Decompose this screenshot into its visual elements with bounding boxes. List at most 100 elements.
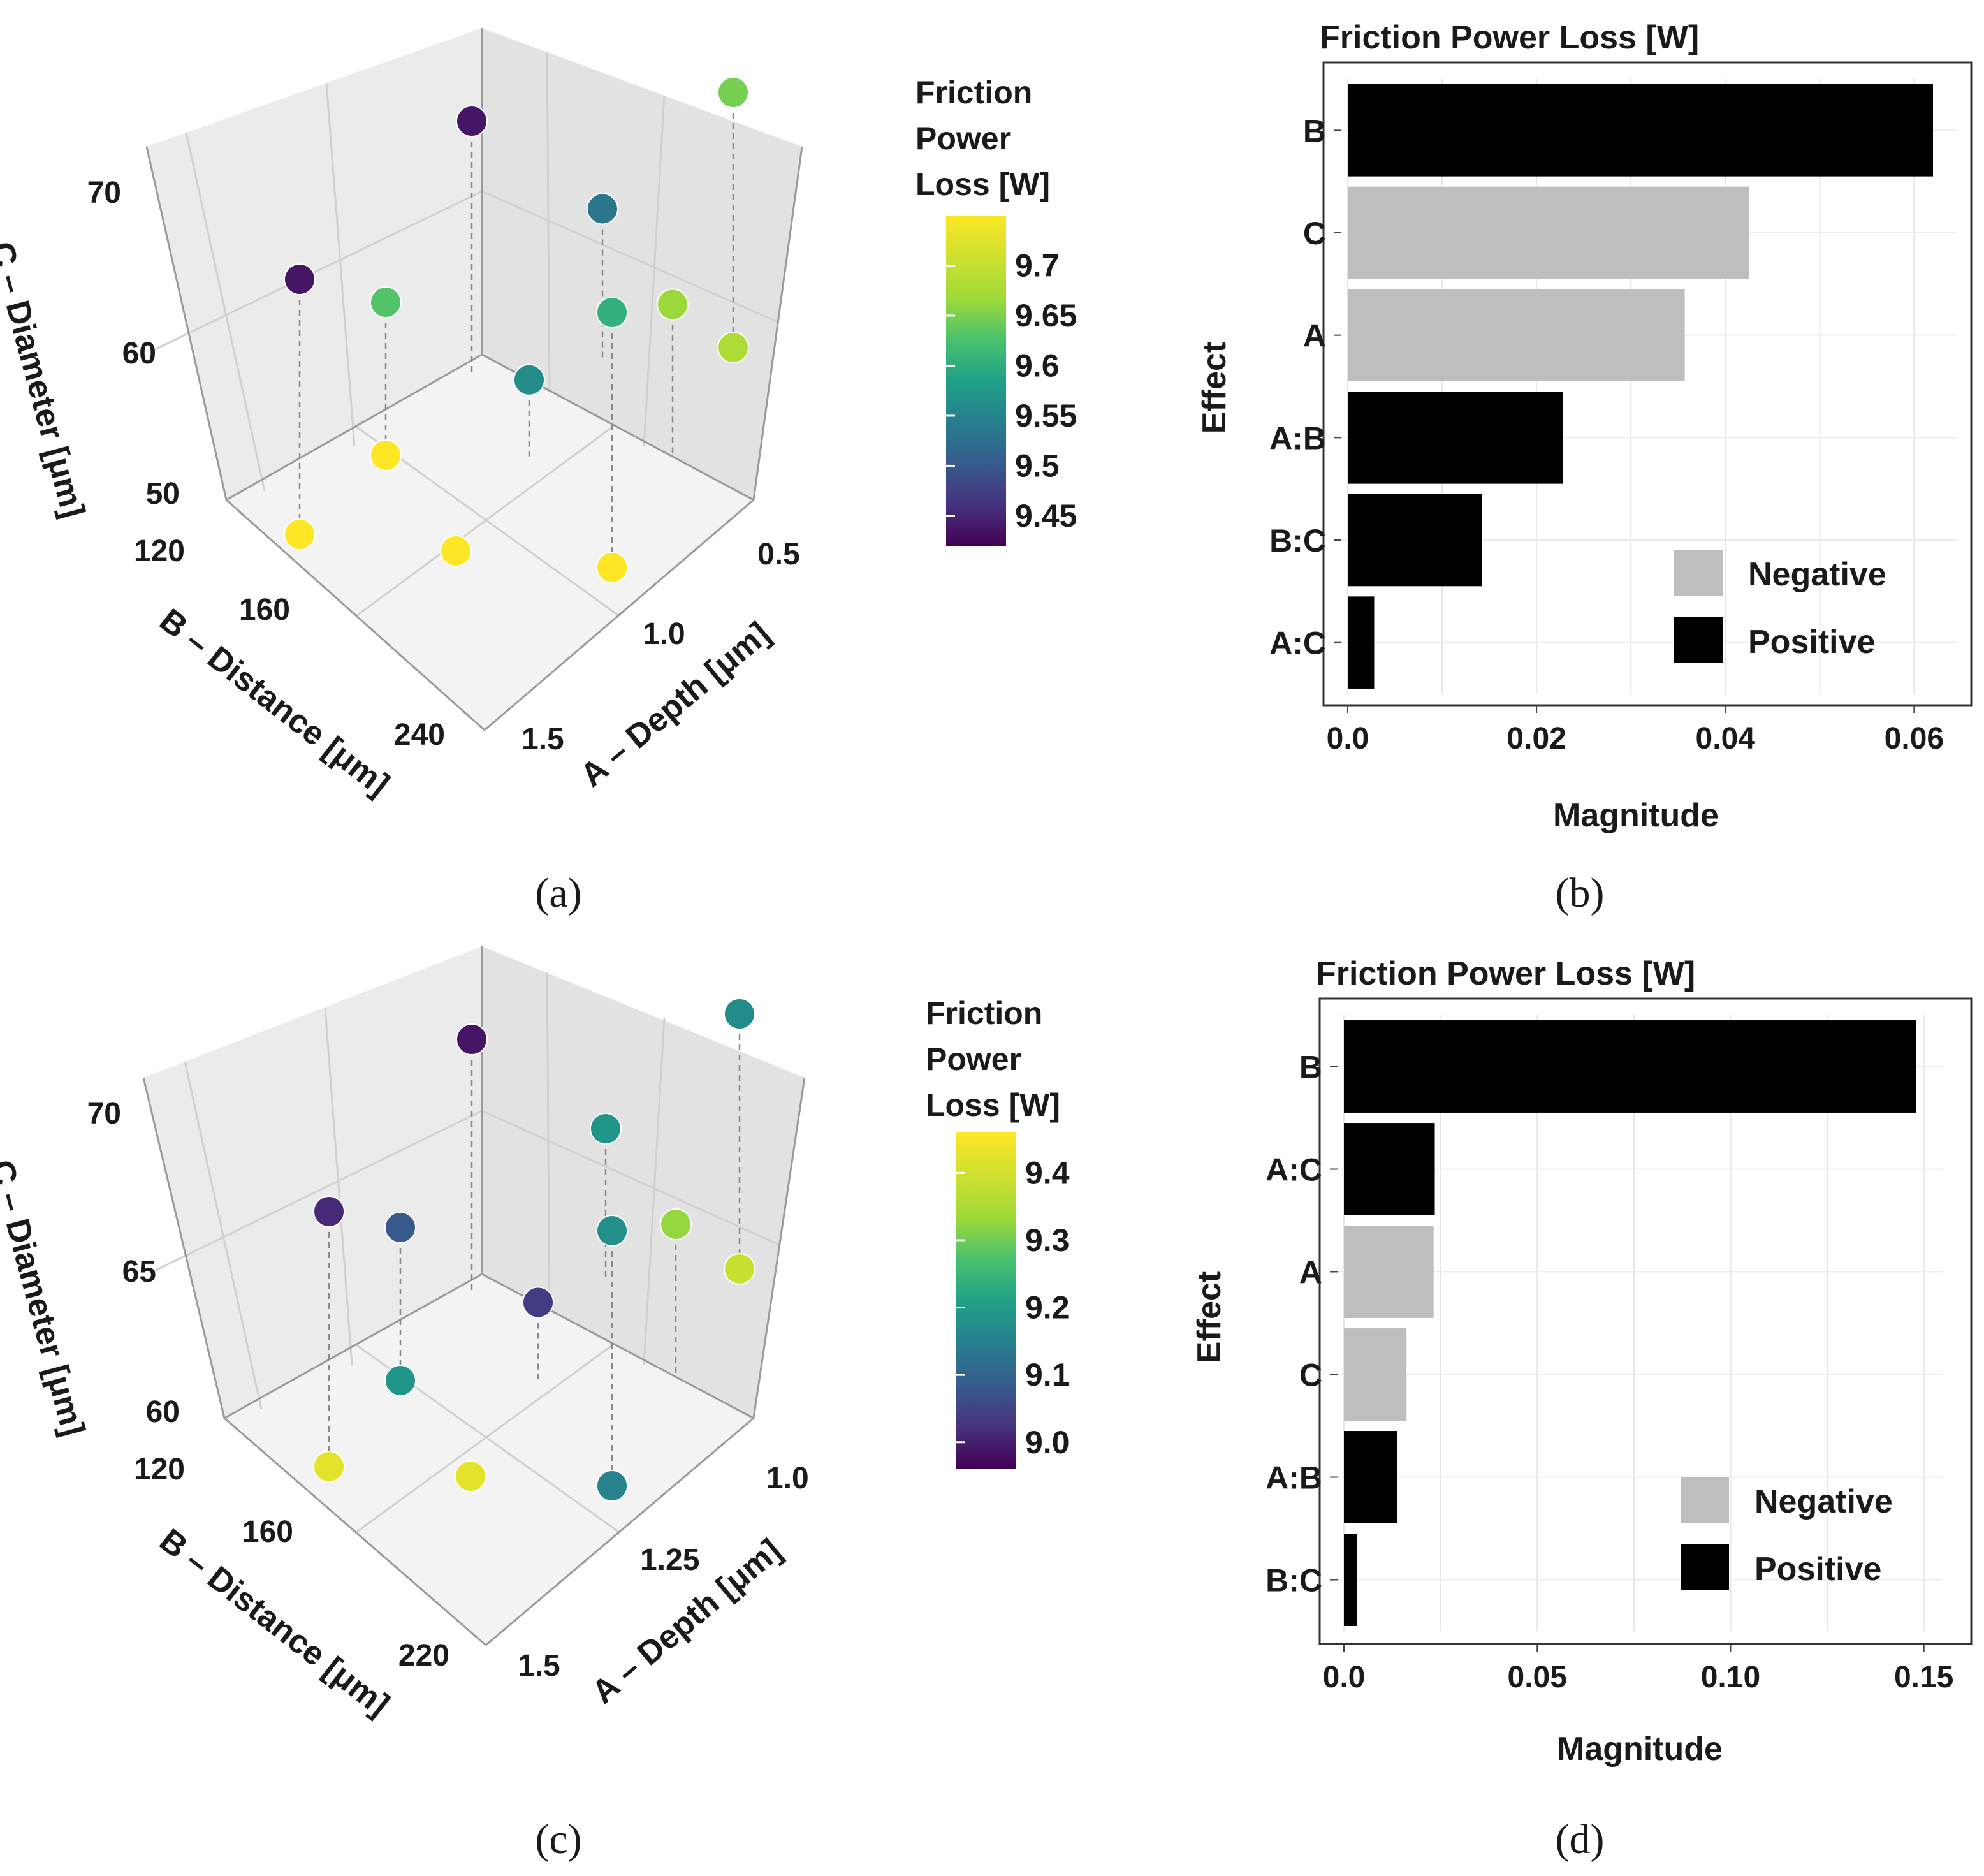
- bar-B-C: [1348, 494, 1482, 587]
- colorbar-gradient: [956, 1132, 1016, 1469]
- legend-swatch-negative: [1681, 1477, 1729, 1523]
- b-axis-label: B – Distance [μm]: [153, 1522, 397, 1724]
- chart-title: Friction Power Loss [W]: [1316, 955, 1695, 992]
- data-point-5: [313, 1196, 345, 1227]
- bars: [1344, 1020, 1916, 1626]
- bar-A-C: [1344, 1123, 1435, 1215]
- panel-c-points: [313, 998, 755, 1502]
- data-point-9: [384, 1365, 416, 1396]
- c-tick-60: 60: [122, 337, 156, 370]
- a-tick-1.0: 1.0: [643, 617, 685, 651]
- a-tick-1.5: 1.5: [518, 1649, 560, 1683]
- data-point-12: [313, 1451, 345, 1483]
- panel-a-points: [284, 77, 749, 583]
- a-tick-1.5: 1.5: [522, 722, 564, 756]
- a-tick-1.25: 1.25: [640, 1543, 699, 1577]
- bar-A-C: [1348, 596, 1375, 689]
- legend-label-negative: Negative: [1754, 1483, 1893, 1520]
- bar-A-B: [1344, 1431, 1397, 1523]
- bar-B-C: [1344, 1534, 1357, 1626]
- data-point-4: [370, 286, 402, 318]
- y-tick-label-C: C: [1299, 1358, 1322, 1393]
- data-point-1: [456, 105, 488, 137]
- colorbar-title-line3: Loss [W]: [926, 1087, 1060, 1123]
- a-tick-0.5: 0.5: [757, 538, 800, 571]
- legend-label-positive: Positive: [1748, 624, 1875, 661]
- c-tick-65: 65: [122, 1255, 156, 1289]
- data-point-13: [596, 1470, 628, 1502]
- colorbar-tick-label-2: 9.5: [1015, 448, 1060, 483]
- caption-d: (d): [1556, 1816, 1605, 1863]
- legend-label-positive: Positive: [1754, 1551, 1881, 1588]
- c-tick-60: 60: [146, 1395, 180, 1429]
- data-point-3: [717, 77, 749, 108]
- colorbar-title-line3: Loss [W]: [915, 166, 1050, 202]
- a-tick-1.0: 1.0: [766, 1462, 809, 1495]
- y-tick-labels: B C A A:B B:C A:C: [1269, 113, 1341, 661]
- panel-c-colorbar: Friction Power Loss [W] 9.0 9.1 9.2 9.3 9.4: [926, 995, 1070, 1469]
- colorbar-ticks: 9.45 9.5 9.55 9.6 9.65 9.7: [946, 247, 1077, 534]
- colorbar-title-line1: Friction: [915, 75, 1032, 110]
- data-point-6: [724, 1253, 755, 1285]
- colorbar-tick-label-1: 9.0: [1025, 1425, 1070, 1460]
- y-tick-label-B: B: [1299, 1050, 1322, 1085]
- colorbar-tick-label-4: 9.3: [1025, 1222, 1070, 1258]
- panel-a-colorbar: Friction Power Loss [W] 9.459.59.559.69.…: [915, 75, 1077, 546]
- bar-A: [1348, 289, 1685, 381]
- data-point-2: [587, 193, 618, 225]
- b-tick-160: 160: [242, 1515, 293, 1549]
- legend: Negative Positive: [1674, 550, 1886, 663]
- legend-label-negative: Negative: [1748, 556, 1886, 593]
- panel-d: Friction Power Loss [W] B A:C A C A:B B:C 0.0…: [1191, 955, 1973, 1768]
- data-point-1: [456, 1023, 488, 1055]
- x-tick-labels: 0.0 0.05 0.10 0.15: [1323, 1644, 1953, 1694]
- data-point-11: [455, 1460, 486, 1492]
- c-tick-70: 70: [87, 176, 121, 210]
- y-tick-label-A-B: A:B: [1269, 420, 1326, 456]
- data-point-4: [384, 1212, 416, 1243]
- data-point-10: [513, 363, 545, 396]
- bar-A-B: [1348, 392, 1563, 484]
- x-tick-label-4: 0.15: [1894, 1660, 1953, 1694]
- x-axis-title: Magnitude: [1557, 1731, 1723, 1768]
- data-point-7: [660, 1208, 692, 1240]
- x-tick-label-3: 0.04: [1696, 722, 1756, 756]
- colorbar-gradient: [946, 216, 1006, 546]
- y-tick-labels: B A:C A C A:B B:C: [1266, 1050, 1338, 1599]
- b-tick-120: 120: [134, 534, 185, 568]
- y-tick-label-C: C: [1303, 216, 1326, 251]
- caption-b: (b): [1556, 870, 1605, 916]
- data-point-8: [596, 1215, 628, 1247]
- pane-right: [482, 946, 805, 1418]
- colorbar-tick-label-6: 9.7: [1015, 247, 1060, 283]
- y-tick-label-A-C: A:C: [1269, 626, 1326, 661]
- c-axis-label: C – Diameter [μm]: [0, 1156, 92, 1440]
- c-tick-70: 70: [87, 1097, 121, 1131]
- colorbar-title-line2: Power: [915, 121, 1011, 156]
- b-axis-label: B – Distance [μm]: [153, 602, 397, 803]
- y-tick-label-B: B: [1303, 113, 1326, 149]
- y-tick-label-B-C: B:C: [1269, 523, 1326, 559]
- bar-C: [1348, 186, 1749, 279]
- data-point-12: [284, 518, 316, 550]
- bar-B: [1348, 84, 1933, 177]
- colorbar-title-line2: Power: [926, 1041, 1021, 1077]
- panel-b: Friction Power Loss [W] B C A A:B B:C A:C 0.0…: [1196, 19, 1973, 834]
- x-tick-label-2: 0.05: [1508, 1660, 1567, 1694]
- bar-C: [1344, 1328, 1407, 1421]
- caption-a: (a): [535, 870, 581, 916]
- data-point-5: [284, 263, 316, 295]
- x-tick-labels: 0.0 0.02 0.04 0.06: [1327, 705, 1944, 756]
- b-tick-120: 120: [134, 1453, 185, 1486]
- pane-floor: [224, 1274, 754, 1645]
- y-tick-label-A-B: A:B: [1266, 1460, 1322, 1496]
- data-point-10: [522, 1286, 554, 1319]
- chart-title: Friction Power Loss [W]: [1320, 19, 1699, 56]
- panel-c-panes: [142, 946, 806, 1646]
- data-point-7: [657, 288, 689, 321]
- legend-swatch-negative: [1674, 550, 1723, 596]
- x-tick-label-3: 0.10: [1701, 1660, 1760, 1694]
- colorbar-tick-label-3: 9.2: [1025, 1290, 1070, 1326]
- legend-swatch-positive: [1681, 1544, 1729, 1590]
- x-tick-label-1: 0.0: [1323, 1660, 1366, 1694]
